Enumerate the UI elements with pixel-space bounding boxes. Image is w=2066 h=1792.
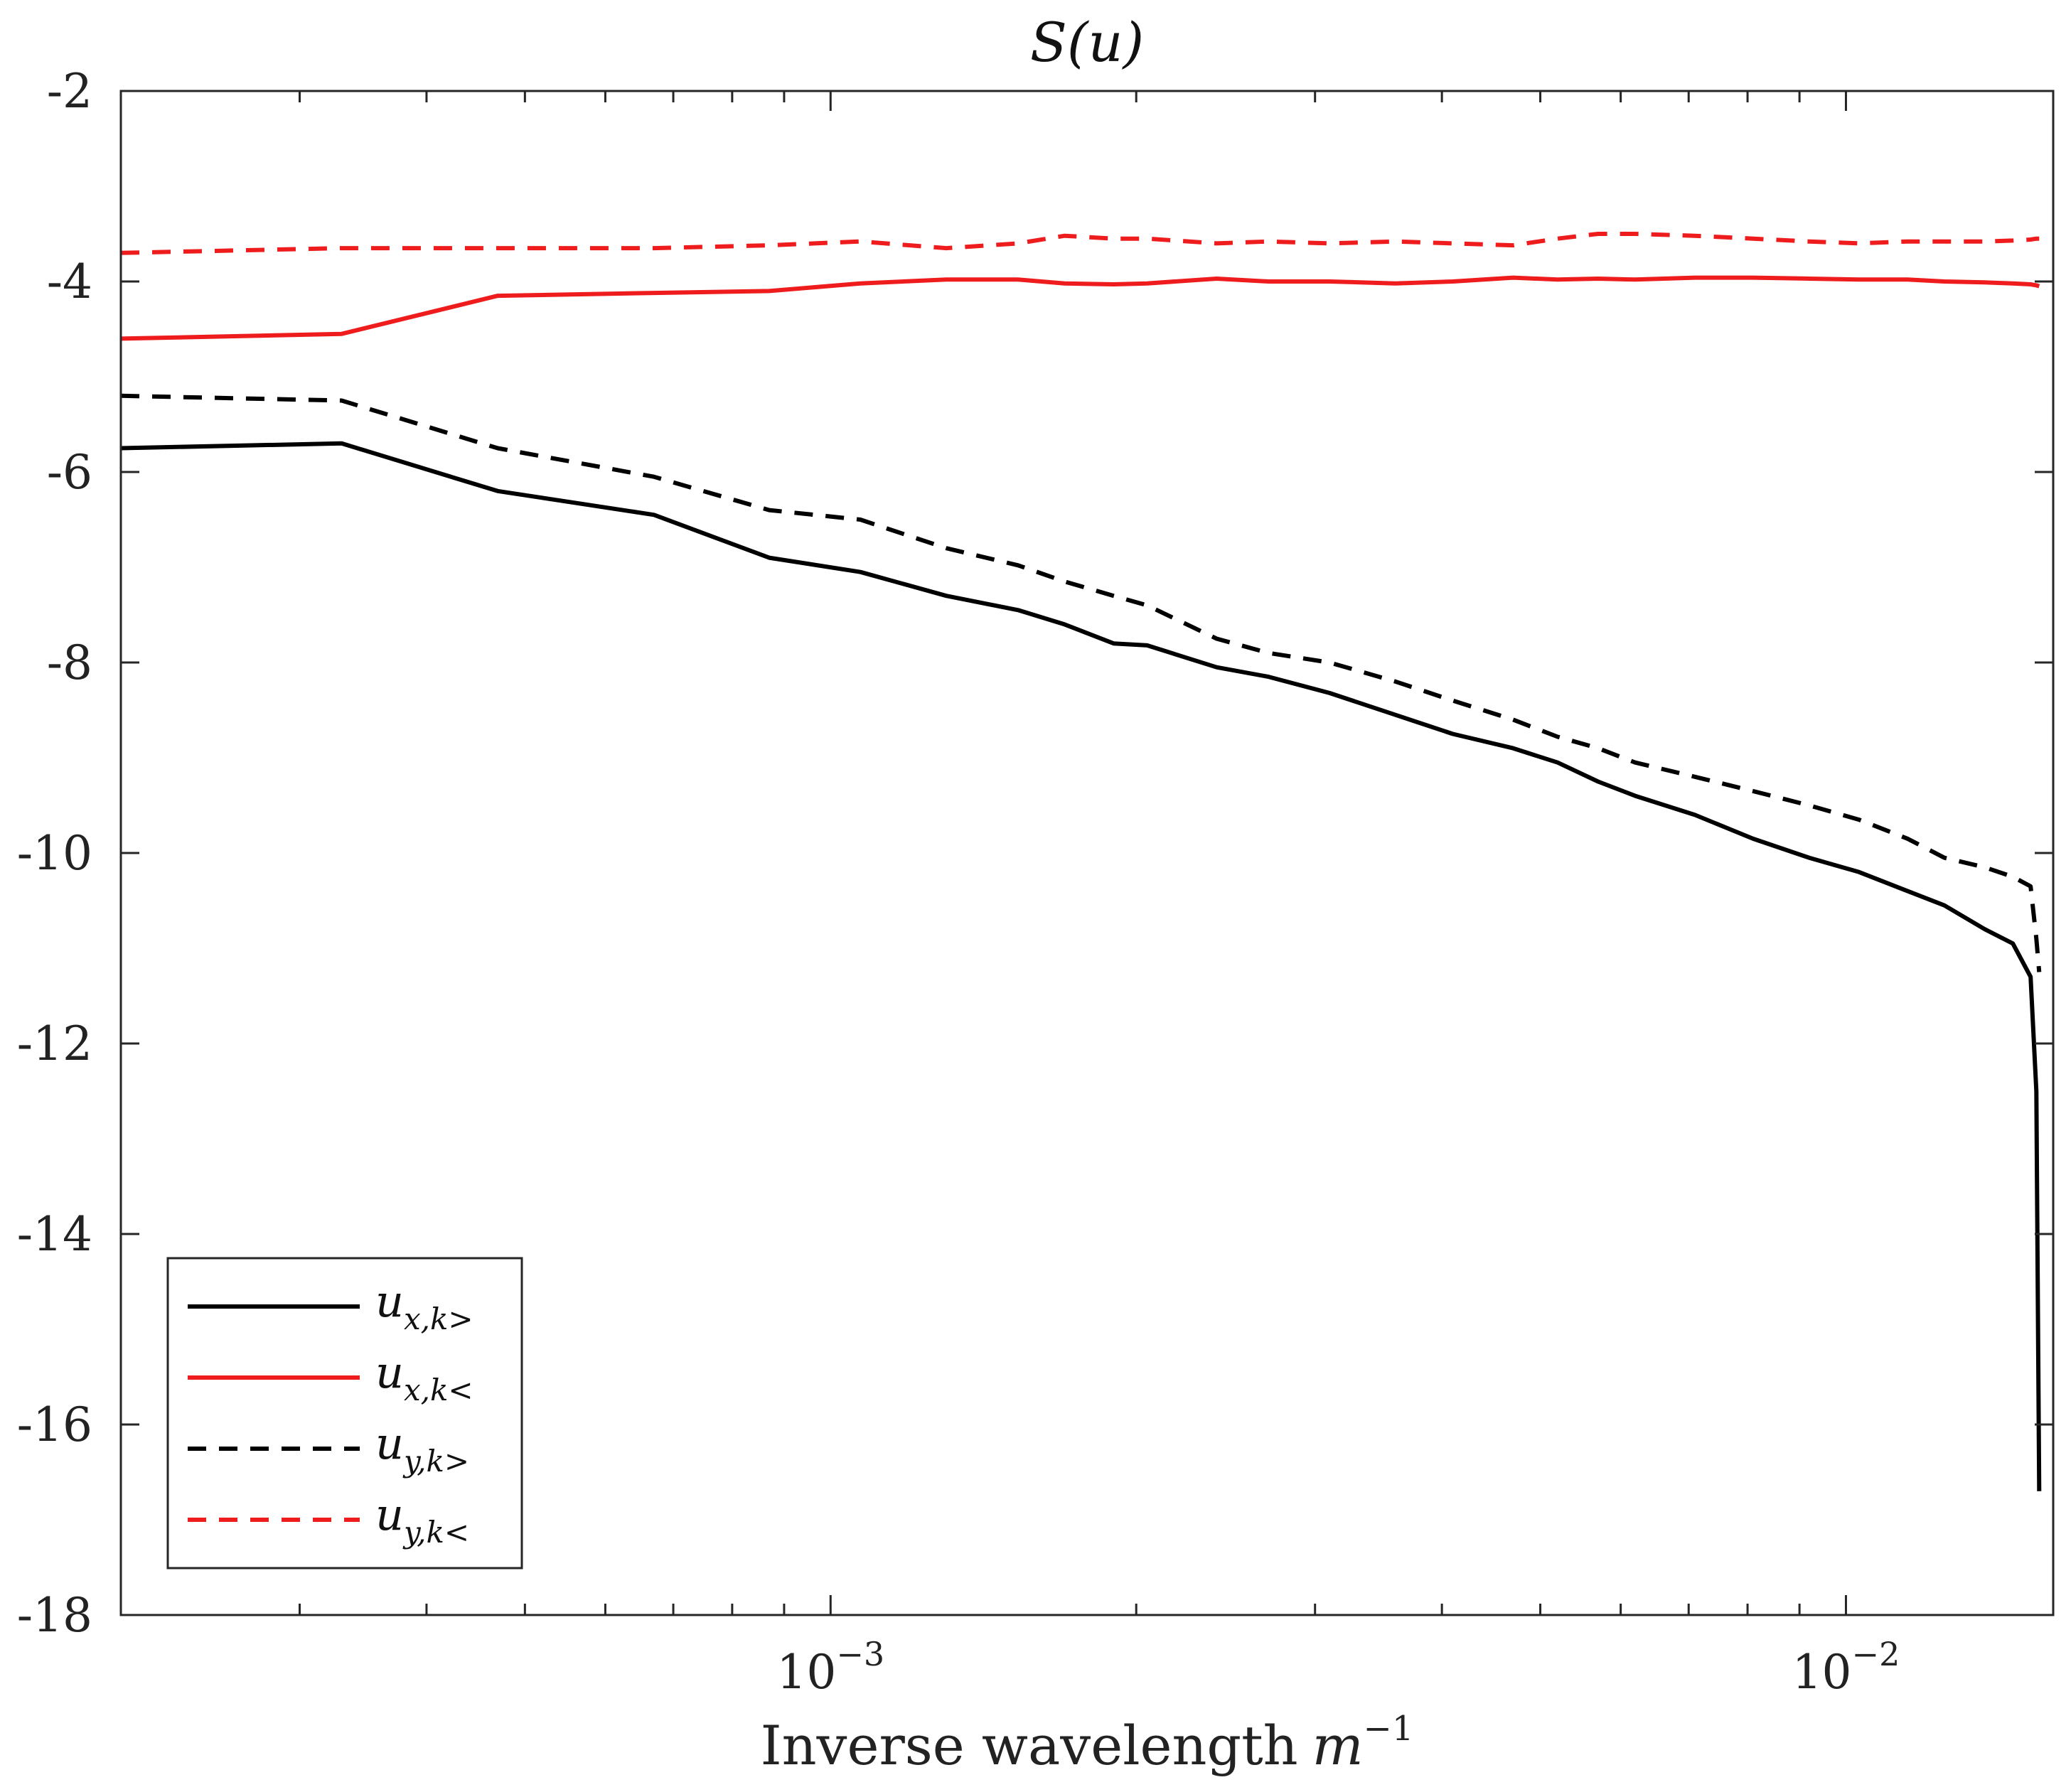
y-tick-label: -2 — [47, 64, 92, 119]
series-line-0 — [121, 441, 2042, 1491]
legend-box — [166, 1257, 523, 1570]
series-line-3 — [121, 232, 2040, 255]
y-tick-label: -10 — [17, 826, 92, 881]
x-axis-label: Inverse wavelength m−1 — [761, 1709, 1414, 1777]
legend-label-3: uy,k< — [375, 1488, 469, 1550]
legend-label-sub: x,k< — [404, 1373, 473, 1407]
legend-label-base: u — [375, 1488, 404, 1540]
legend: ux,k>ux,k<uy,k>uy,k< — [166, 1257, 523, 1570]
x-tick-label: 10−2 — [1792, 1635, 1900, 1700]
x-axis-label-var: m — [1312, 1714, 1364, 1777]
legend-label-base: u — [375, 1346, 404, 1398]
chart-title: S(u) — [1030, 11, 1144, 74]
legend-label-sub: x,k> — [404, 1302, 473, 1336]
y-tick-label: -18 — [17, 1588, 92, 1643]
x-axis-label-exp: −1 — [1364, 1709, 1414, 1749]
y-tick-label: -6 — [47, 445, 92, 500]
y-tick-label: -16 — [17, 1397, 92, 1452]
legend-label-2: uy,k> — [375, 1417, 469, 1479]
series-line-2 — [121, 393, 2042, 972]
plot-marks — [121, 232, 2042, 1491]
y-tick-label: -8 — [47, 635, 92, 690]
legend-label-1: ux,k< — [375, 1346, 473, 1407]
legend-label-sub: y,k< — [402, 1515, 469, 1550]
axes-group — [119, 90, 2055, 1616]
x-tick-exponent: −3 — [836, 1635, 884, 1673]
x-axis-label-main: Inverse wavelength — [761, 1714, 1298, 1777]
legend-label-sub: y,k> — [402, 1444, 469, 1479]
legend-label-base: u — [375, 1275, 404, 1327]
x-tick-exponent: −2 — [1852, 1635, 1900, 1673]
x-tick-base: 10 — [776, 1645, 836, 1700]
legend-label-0: ux,k> — [375, 1275, 473, 1336]
x-tick-base: 10 — [1792, 1645, 1852, 1700]
legend-label-base: u — [375, 1417, 404, 1469]
y-tick-label: -14 — [17, 1207, 92, 1262]
y-tick-label: -4 — [47, 254, 92, 309]
y-tick-label: -12 — [17, 1016, 92, 1071]
series-line-1 — [121, 275, 2040, 341]
x-tick-label: 10−3 — [776, 1635, 884, 1700]
